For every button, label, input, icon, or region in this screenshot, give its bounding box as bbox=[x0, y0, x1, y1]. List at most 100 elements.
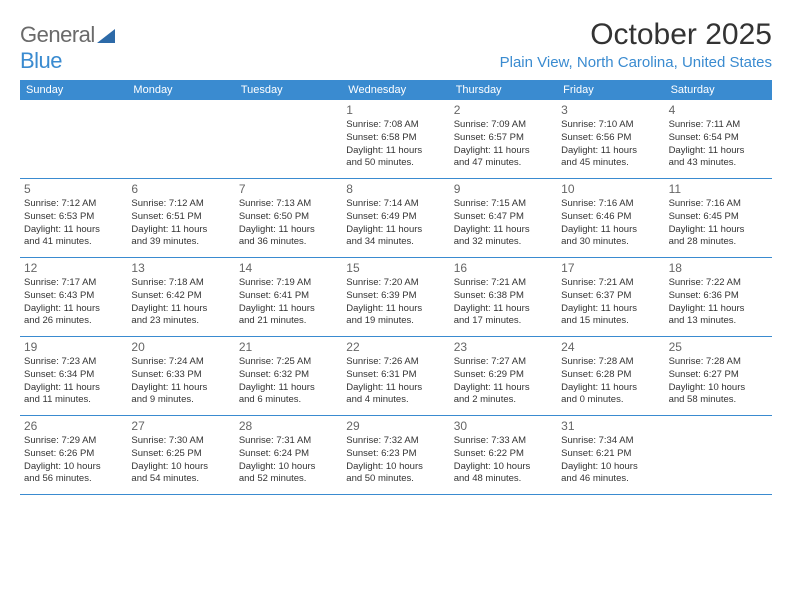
day-line: Sunset: 6:57 PM bbox=[454, 132, 553, 145]
weekday-label: Saturday bbox=[665, 80, 772, 100]
day-number: 7 bbox=[239, 182, 338, 196]
day-line: Daylight: 11 hours bbox=[561, 224, 660, 237]
week-row: 1Sunrise: 7:08 AMSunset: 6:58 PMDaylight… bbox=[20, 100, 772, 179]
day-line: Sunset: 6:34 PM bbox=[24, 369, 123, 382]
empty-cell bbox=[127, 100, 234, 178]
day-line: Sunrise: 7:27 AM bbox=[454, 356, 553, 369]
day-line: and 6 minutes. bbox=[239, 394, 338, 407]
day-line: and 47 minutes. bbox=[454, 157, 553, 170]
logo-triangle-icon bbox=[97, 29, 115, 43]
day-line: and 19 minutes. bbox=[346, 315, 445, 328]
day-line: Daylight: 11 hours bbox=[669, 145, 768, 158]
day-number: 8 bbox=[346, 182, 445, 196]
day-cell: 20Sunrise: 7:24 AMSunset: 6:33 PMDayligh… bbox=[127, 337, 234, 415]
day-line: Sunrise: 7:10 AM bbox=[561, 119, 660, 132]
day-number: 26 bbox=[24, 419, 123, 433]
day-cell: 5Sunrise: 7:12 AMSunset: 6:53 PMDaylight… bbox=[20, 179, 127, 257]
day-cell: 27Sunrise: 7:30 AMSunset: 6:25 PMDayligh… bbox=[127, 416, 234, 494]
day-line: Sunset: 6:41 PM bbox=[239, 290, 338, 303]
day-line: Sunrise: 7:12 AM bbox=[24, 198, 123, 211]
day-line: and 48 minutes. bbox=[454, 473, 553, 486]
day-line: Sunrise: 7:23 AM bbox=[24, 356, 123, 369]
day-line: and 23 minutes. bbox=[131, 315, 230, 328]
day-line: Daylight: 11 hours bbox=[346, 382, 445, 395]
day-line: Sunrise: 7:12 AM bbox=[131, 198, 230, 211]
day-line: Daylight: 11 hours bbox=[669, 224, 768, 237]
day-cell: 16Sunrise: 7:21 AMSunset: 6:38 PMDayligh… bbox=[450, 258, 557, 336]
logo-part2: Blue bbox=[20, 48, 62, 73]
day-line: Daylight: 10 hours bbox=[239, 461, 338, 474]
empty-cell bbox=[665, 416, 772, 494]
day-number: 13 bbox=[131, 261, 230, 275]
day-line: and 32 minutes. bbox=[454, 236, 553, 249]
day-line: Daylight: 10 hours bbox=[669, 382, 768, 395]
day-line: Sunset: 6:27 PM bbox=[669, 369, 768, 382]
day-line: and 45 minutes. bbox=[561, 157, 660, 170]
day-line: and 41 minutes. bbox=[24, 236, 123, 249]
day-number: 11 bbox=[669, 182, 768, 196]
day-cell: 21Sunrise: 7:25 AMSunset: 6:32 PMDayligh… bbox=[235, 337, 342, 415]
day-line: Sunset: 6:22 PM bbox=[454, 448, 553, 461]
day-line: and 26 minutes. bbox=[24, 315, 123, 328]
logo: GeneralBlue bbox=[20, 18, 115, 74]
day-line: Daylight: 10 hours bbox=[346, 461, 445, 474]
day-number: 16 bbox=[454, 261, 553, 275]
day-number: 10 bbox=[561, 182, 660, 196]
week-row: 26Sunrise: 7:29 AMSunset: 6:26 PMDayligh… bbox=[20, 416, 772, 495]
day-line: Sunrise: 7:11 AM bbox=[669, 119, 768, 132]
day-line: Daylight: 11 hours bbox=[239, 224, 338, 237]
day-cell: 29Sunrise: 7:32 AMSunset: 6:23 PMDayligh… bbox=[342, 416, 449, 494]
day-line: Daylight: 11 hours bbox=[239, 303, 338, 316]
day-number: 18 bbox=[669, 261, 768, 275]
day-line: Sunset: 6:38 PM bbox=[454, 290, 553, 303]
day-line: Sunset: 6:36 PM bbox=[669, 290, 768, 303]
day-line: Sunset: 6:28 PM bbox=[561, 369, 660, 382]
day-line: Sunset: 6:58 PM bbox=[346, 132, 445, 145]
day-line: Sunrise: 7:08 AM bbox=[346, 119, 445, 132]
day-cell: 11Sunrise: 7:16 AMSunset: 6:45 PMDayligh… bbox=[665, 179, 772, 257]
day-cell: 15Sunrise: 7:20 AMSunset: 6:39 PMDayligh… bbox=[342, 258, 449, 336]
day-line: and 58 minutes. bbox=[669, 394, 768, 407]
day-line: Sunset: 6:42 PM bbox=[131, 290, 230, 303]
day-line: and 15 minutes. bbox=[561, 315, 660, 328]
day-line: and 50 minutes. bbox=[346, 157, 445, 170]
day-cell: 9Sunrise: 7:15 AMSunset: 6:47 PMDaylight… bbox=[450, 179, 557, 257]
day-line: Daylight: 11 hours bbox=[454, 145, 553, 158]
empty-cell bbox=[235, 100, 342, 178]
day-line: and 11 minutes. bbox=[24, 394, 123, 407]
weeks: 1Sunrise: 7:08 AMSunset: 6:58 PMDaylight… bbox=[20, 100, 772, 495]
day-line: Sunset: 6:23 PM bbox=[346, 448, 445, 461]
day-number: 9 bbox=[454, 182, 553, 196]
day-cell: 24Sunrise: 7:28 AMSunset: 6:28 PMDayligh… bbox=[557, 337, 664, 415]
day-cell: 10Sunrise: 7:16 AMSunset: 6:46 PMDayligh… bbox=[557, 179, 664, 257]
day-line: Sunset: 6:31 PM bbox=[346, 369, 445, 382]
day-line: and 36 minutes. bbox=[239, 236, 338, 249]
day-line: Sunset: 6:46 PM bbox=[561, 211, 660, 224]
day-line: Sunset: 6:32 PM bbox=[239, 369, 338, 382]
calendar: SundayMondayTuesdayWednesdayThursdayFrid… bbox=[20, 80, 772, 495]
day-line: and 30 minutes. bbox=[561, 236, 660, 249]
day-line: Sunrise: 7:34 AM bbox=[561, 435, 660, 448]
day-line: Sunrise: 7:32 AM bbox=[346, 435, 445, 448]
day-line: Daylight: 11 hours bbox=[561, 145, 660, 158]
day-line: Sunrise: 7:24 AM bbox=[131, 356, 230, 369]
day-cell: 26Sunrise: 7:29 AMSunset: 6:26 PMDayligh… bbox=[20, 416, 127, 494]
day-line: Sunrise: 7:09 AM bbox=[454, 119, 553, 132]
day-cell: 28Sunrise: 7:31 AMSunset: 6:24 PMDayligh… bbox=[235, 416, 342, 494]
day-cell: 12Sunrise: 7:17 AMSunset: 6:43 PMDayligh… bbox=[20, 258, 127, 336]
day-line: Sunset: 6:56 PM bbox=[561, 132, 660, 145]
day-line: Sunrise: 7:21 AM bbox=[454, 277, 553, 290]
day-line: Sunrise: 7:25 AM bbox=[239, 356, 338, 369]
empty-cell bbox=[20, 100, 127, 178]
day-line: Sunrise: 7:30 AM bbox=[131, 435, 230, 448]
day-line: and 21 minutes. bbox=[239, 315, 338, 328]
day-cell: 25Sunrise: 7:28 AMSunset: 6:27 PMDayligh… bbox=[665, 337, 772, 415]
day-line: Daylight: 11 hours bbox=[454, 382, 553, 395]
week-row: 12Sunrise: 7:17 AMSunset: 6:43 PMDayligh… bbox=[20, 258, 772, 337]
day-line: Sunrise: 7:18 AM bbox=[131, 277, 230, 290]
day-number: 4 bbox=[669, 103, 768, 117]
day-number: 6 bbox=[131, 182, 230, 196]
day-line: Sunrise: 7:15 AM bbox=[454, 198, 553, 211]
day-line: Daylight: 11 hours bbox=[669, 303, 768, 316]
day-number: 21 bbox=[239, 340, 338, 354]
